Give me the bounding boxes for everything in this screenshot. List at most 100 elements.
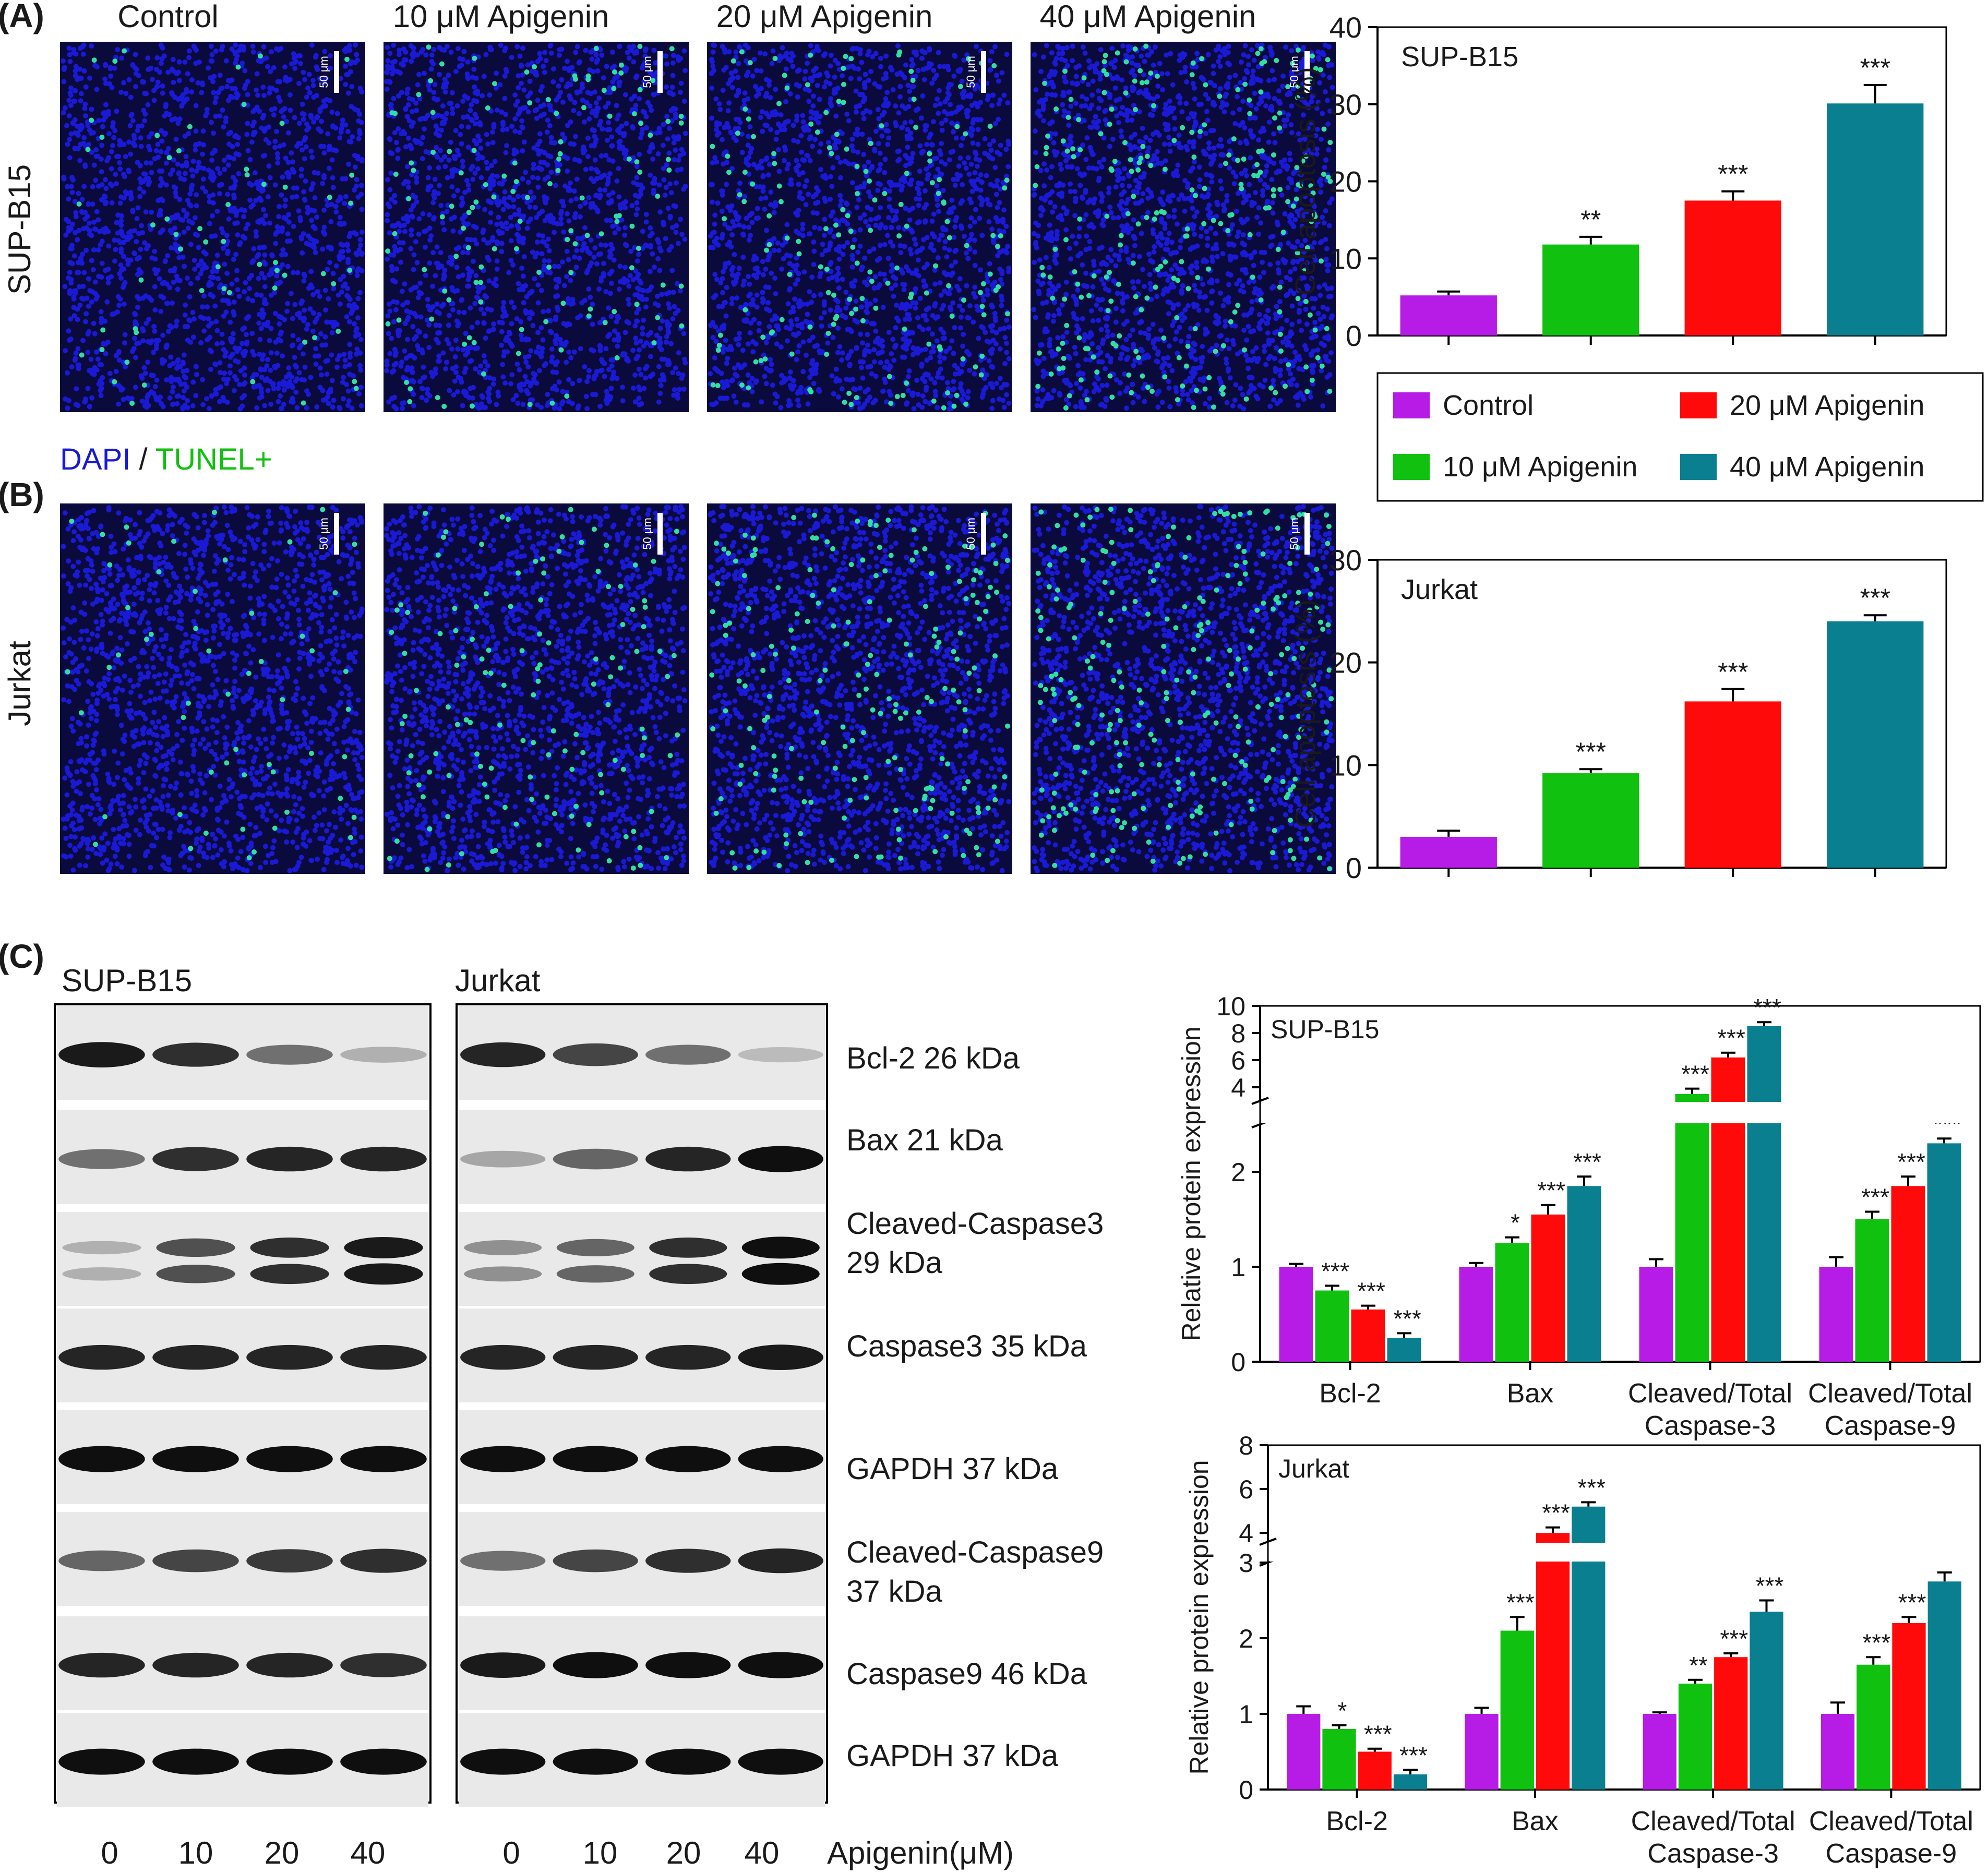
y-tick-label: 20 bbox=[1330, 646, 1362, 679]
significance-label: *** bbox=[1720, 1625, 1748, 1652]
treatment-legend: Control 20 μM Apigenin 10 μM Apigenin 40… bbox=[1376, 372, 1984, 502]
band bbox=[645, 1548, 731, 1573]
bar-3 bbox=[1827, 621, 1924, 868]
y-tick-label: 8 bbox=[1231, 1019, 1246, 1048]
panel-c-label: (C) bbox=[0, 938, 44, 975]
band bbox=[741, 1236, 820, 1259]
significance-label: *** bbox=[1898, 1589, 1926, 1616]
y-axis-title: Relative protein expression bbox=[1177, 1026, 1206, 1341]
scale-bar-label: 50 μm bbox=[317, 56, 330, 88]
y-tick-label: 2 bbox=[1231, 1158, 1246, 1187]
chart-title: Jurkat bbox=[1278, 1454, 1349, 1483]
legend-frame bbox=[1376, 372, 1984, 502]
axis-break-mark bbox=[1251, 1097, 1269, 1105]
significance-label: *** bbox=[1717, 1025, 1745, 1052]
band bbox=[649, 1238, 727, 1258]
legend-label-40um: 40 μM Apigenin bbox=[1730, 451, 1924, 483]
bar-1-0 bbox=[1459, 1267, 1493, 1362]
y-tick-label: 10 bbox=[1216, 992, 1246, 1021]
stain-legend: DAPI / TUNEL+ bbox=[60, 442, 272, 476]
significance-label: * bbox=[1511, 1209, 1520, 1236]
x-group-label: Bax bbox=[1507, 1378, 1554, 1409]
blot-label-3: Caspase3 35 kDa bbox=[846, 1329, 1087, 1363]
y-tick-label: 3 bbox=[1239, 1548, 1253, 1578]
band bbox=[556, 1239, 634, 1257]
band bbox=[246, 1146, 333, 1172]
significance-label: *** bbox=[1542, 1499, 1570, 1527]
col-title-10um: 10 μM Apigenin bbox=[393, 0, 609, 34]
lane-dose-label: 40 bbox=[351, 1835, 386, 1870]
band bbox=[58, 1550, 145, 1571]
bar-0-2 bbox=[1358, 1751, 1392, 1790]
band bbox=[58, 1652, 145, 1678]
y-tick-label: 0 bbox=[1346, 319, 1362, 352]
panel-a-label: (A) bbox=[0, 0, 44, 34]
scale-bar bbox=[334, 513, 339, 555]
bar-2-1 bbox=[1675, 1094, 1709, 1362]
band bbox=[58, 1748, 145, 1775]
significance-label: *** bbox=[1753, 994, 1781, 1021]
band bbox=[156, 1238, 235, 1257]
scale-bar bbox=[657, 51, 663, 93]
band bbox=[738, 1146, 823, 1172]
protein-chart-jurkat: 0 1 2 34 6 8 Relative protein expression Jurkat… bbox=[1184, 1431, 1981, 1869]
bar-2-0 bbox=[1639, 1267, 1673, 1362]
blot-strip-2 bbox=[459, 1212, 825, 1306]
bar-1-3 bbox=[1567, 1186, 1601, 1362]
blot-strip-2 bbox=[57, 1212, 428, 1306]
chart-title: SUP-B15 bbox=[1271, 1015, 1379, 1044]
significance-label: *** bbox=[1756, 1572, 1784, 1600]
band bbox=[464, 1266, 542, 1282]
band bbox=[62, 1241, 141, 1255]
bar-3-3 bbox=[1927, 1143, 1961, 1362]
blot-strip-6 bbox=[459, 1616, 825, 1710]
band bbox=[738, 1748, 823, 1775]
band bbox=[340, 1047, 427, 1063]
band bbox=[58, 1344, 145, 1370]
blot-strip-0 bbox=[459, 1006, 825, 1100]
row-label-jurkat: Jurkat bbox=[2, 641, 37, 726]
bar-0-3 bbox=[1387, 1338, 1421, 1362]
band bbox=[556, 1265, 634, 1283]
bar-2-0 bbox=[1643, 1714, 1676, 1790]
blot-strip-6 bbox=[57, 1616, 428, 1710]
blot-label-5: Cleaved-Caspase9 bbox=[846, 1535, 1104, 1569]
bar-3-3 bbox=[1927, 1581, 1961, 1790]
band bbox=[460, 1748, 546, 1775]
band bbox=[553, 1748, 638, 1775]
y-tick-label: 20 bbox=[1330, 165, 1362, 198]
significance-label: *** bbox=[1573, 1148, 1601, 1175]
blot-label-2: Cleaved-Caspase3 bbox=[846, 1207, 1104, 1241]
microscopy-image-jur-1: 50 μm bbox=[384, 503, 689, 874]
x-group-label: Caspase-3 bbox=[1645, 1411, 1776, 1441]
significance-label: *** bbox=[1576, 737, 1606, 766]
bar-3-0 bbox=[1819, 1267, 1853, 1362]
scale-bar-label: 50 μm bbox=[964, 56, 977, 88]
blot-sup bbox=[54, 1003, 432, 1807]
scale-bar-label: 50 μm bbox=[317, 518, 330, 550]
y-tick-label: 2 bbox=[1239, 1624, 1253, 1653]
band bbox=[738, 1047, 823, 1063]
significance-label: *** bbox=[1861, 1183, 1889, 1210]
significance-label: *** bbox=[1364, 1721, 1392, 1748]
significance-label: *** bbox=[1860, 53, 1890, 82]
band bbox=[340, 1748, 427, 1775]
dapi-nuclei bbox=[708, 42, 1012, 412]
legend-swatch-20um bbox=[1680, 392, 1717, 418]
band bbox=[738, 1548, 823, 1574]
band bbox=[344, 1263, 423, 1285]
scale-bar-label: 50 μm bbox=[1288, 56, 1301, 88]
dapi-nuclei bbox=[384, 504, 688, 873]
legend-swatch-10um bbox=[1393, 454, 1430, 480]
y-tick-label: 40 bbox=[1330, 11, 1362, 44]
significance-label: *** bbox=[1399, 1742, 1428, 1769]
stain-tunel-label: TUNEL+ bbox=[155, 442, 272, 476]
significance-label: *** bbox=[1393, 1305, 1421, 1332]
band bbox=[58, 1042, 145, 1067]
band bbox=[58, 1149, 145, 1169]
band bbox=[340, 1548, 427, 1573]
significance-label: *** bbox=[1357, 1278, 1385, 1305]
microscopy-image-jur-2: 50 μm bbox=[707, 503, 1012, 874]
